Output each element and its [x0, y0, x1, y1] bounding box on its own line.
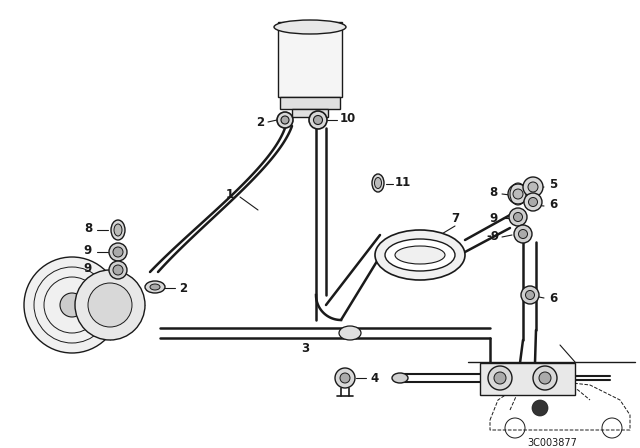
Ellipse shape [375, 230, 465, 280]
Circle shape [525, 290, 534, 300]
Text: 2: 2 [179, 281, 187, 294]
Circle shape [528, 182, 538, 192]
Ellipse shape [372, 174, 384, 192]
Circle shape [109, 243, 127, 261]
Circle shape [277, 112, 293, 128]
Text: 7: 7 [451, 211, 459, 224]
Text: 10: 10 [340, 112, 356, 125]
Text: 6: 6 [549, 292, 557, 305]
Circle shape [88, 283, 132, 327]
Circle shape [340, 373, 350, 383]
Circle shape [513, 212, 522, 221]
Circle shape [281, 116, 289, 124]
Text: 3C003877: 3C003877 [527, 438, 577, 448]
Text: 9: 9 [84, 262, 92, 275]
Ellipse shape [395, 246, 445, 264]
Circle shape [60, 293, 84, 317]
Circle shape [514, 225, 532, 243]
Circle shape [509, 208, 527, 226]
Circle shape [532, 400, 548, 416]
Ellipse shape [339, 326, 361, 340]
Circle shape [75, 270, 145, 340]
Bar [292, 109, 328, 117]
Ellipse shape [114, 224, 122, 236]
Circle shape [529, 198, 538, 207]
Text: 1: 1 [226, 189, 234, 202]
Ellipse shape [385, 239, 455, 271]
Circle shape [109, 261, 127, 279]
Circle shape [494, 372, 506, 384]
Text: 8: 8 [84, 221, 92, 234]
Circle shape [518, 229, 527, 238]
Circle shape [539, 372, 551, 384]
Ellipse shape [274, 20, 346, 34]
Text: 4: 4 [371, 371, 379, 384]
Circle shape [533, 366, 557, 390]
Circle shape [523, 177, 543, 197]
Circle shape [24, 257, 120, 353]
Bar [278, 22, 342, 97]
Circle shape [508, 184, 528, 204]
Circle shape [488, 366, 512, 390]
Circle shape [113, 247, 123, 257]
Bar [280, 97, 340, 109]
Circle shape [524, 193, 542, 211]
Ellipse shape [374, 177, 381, 189]
Text: 9: 9 [489, 211, 497, 224]
Text: -9: -9 [486, 231, 500, 244]
Text: 2: 2 [256, 116, 264, 129]
Circle shape [113, 265, 123, 275]
Circle shape [309, 111, 327, 129]
Text: 6: 6 [549, 198, 557, 211]
Text: 8: 8 [489, 186, 497, 199]
Text: 9: 9 [84, 244, 92, 257]
Ellipse shape [145, 281, 165, 293]
Text: 11: 11 [395, 177, 411, 190]
Text: 5: 5 [549, 178, 557, 191]
Text: 3: 3 [301, 341, 309, 354]
Circle shape [314, 116, 323, 125]
Bar [480, 363, 575, 395]
Circle shape [521, 286, 539, 304]
Ellipse shape [150, 284, 160, 290]
Circle shape [513, 189, 523, 199]
Circle shape [335, 368, 355, 388]
Ellipse shape [111, 220, 125, 240]
Ellipse shape [392, 373, 408, 383]
